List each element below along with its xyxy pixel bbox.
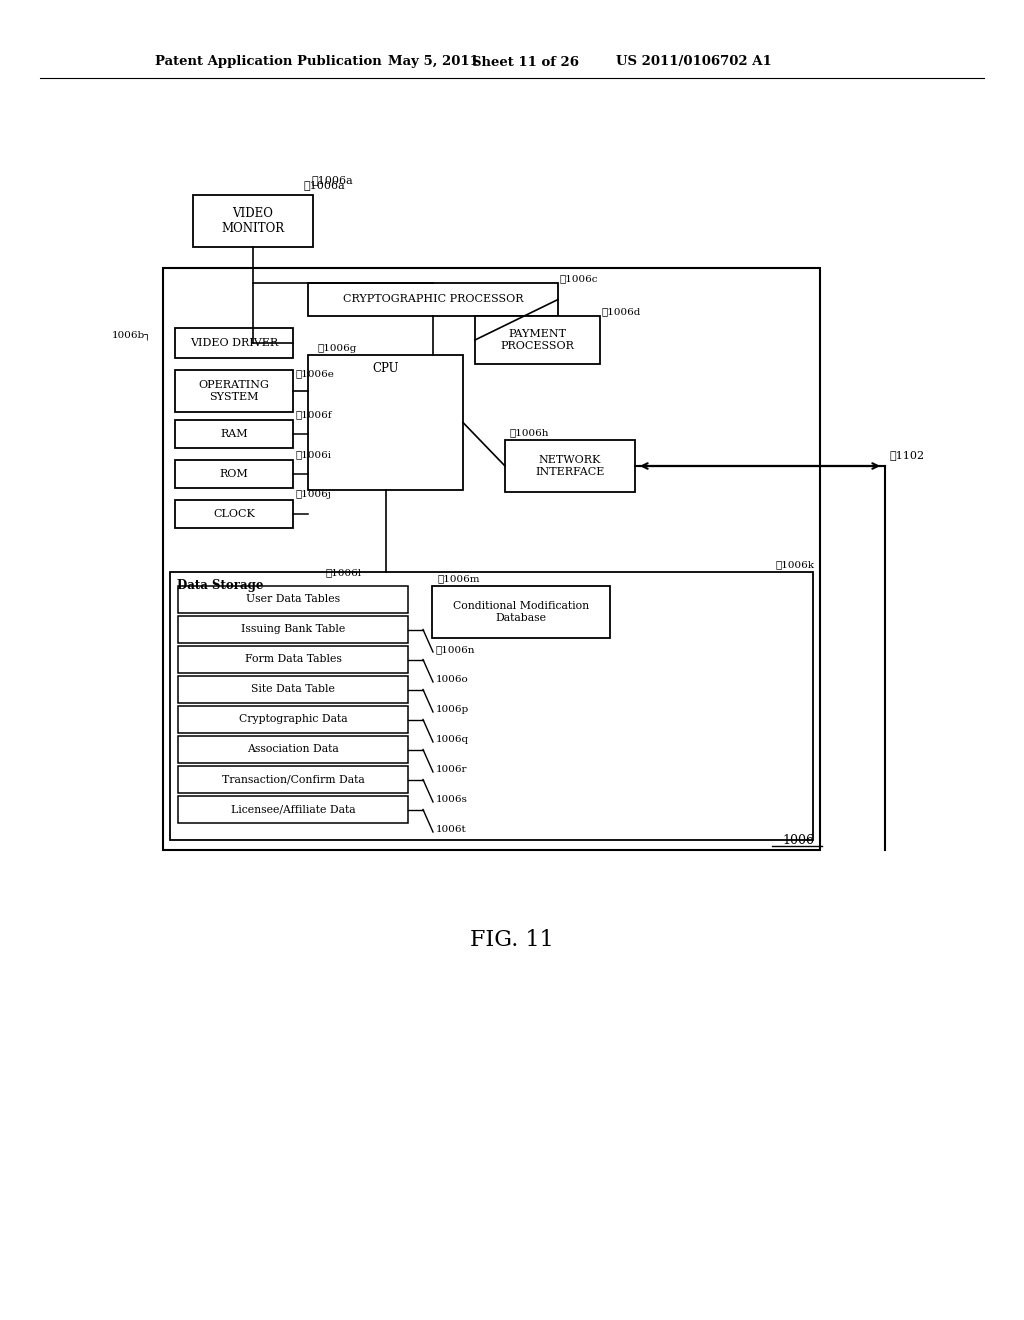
Text: Site Data Table: Site Data Table bbox=[251, 685, 335, 694]
Text: ⌜1006c: ⌜1006c bbox=[560, 275, 598, 282]
Text: NETWORK
INTERFACE: NETWORK INTERFACE bbox=[536, 455, 605, 477]
Text: ⌜1006h: ⌜1006h bbox=[510, 428, 550, 437]
Bar bbox=[308, 282, 558, 315]
Text: ⌜1006a: ⌜1006a bbox=[311, 176, 352, 185]
Text: Data Storage: Data Storage bbox=[177, 578, 263, 591]
Text: ➒1006a: ➒1006a bbox=[303, 180, 345, 190]
Text: ⌜1006k: ⌜1006k bbox=[776, 560, 815, 569]
Text: May 5, 2011: May 5, 2011 bbox=[388, 55, 479, 69]
Bar bbox=[175, 327, 293, 358]
Text: 1006: 1006 bbox=[782, 833, 814, 846]
Text: CRYPTOGRAPHIC PROCESSOR: CRYPTOGRAPHIC PROCESSOR bbox=[343, 294, 523, 305]
Bar bbox=[178, 796, 408, 822]
Text: Cryptographic Data: Cryptographic Data bbox=[239, 714, 347, 725]
Bar bbox=[178, 616, 408, 643]
Bar bbox=[475, 315, 600, 364]
Text: Sheet 11 of 26: Sheet 11 of 26 bbox=[472, 55, 579, 69]
Bar bbox=[178, 737, 408, 763]
Text: 1006b┐: 1006b┐ bbox=[112, 331, 151, 341]
Text: 1006q: 1006q bbox=[436, 735, 469, 744]
Text: 1006o: 1006o bbox=[436, 675, 469, 684]
Text: ⌜1006f: ⌜1006f bbox=[295, 411, 332, 418]
Text: Association Data: Association Data bbox=[247, 744, 339, 755]
Text: US 2011/0106702 A1: US 2011/0106702 A1 bbox=[616, 55, 772, 69]
Bar bbox=[178, 706, 408, 733]
Bar bbox=[193, 195, 313, 247]
Text: VIDEO DRIVER: VIDEO DRIVER bbox=[189, 338, 279, 348]
Text: 1006t: 1006t bbox=[436, 825, 467, 834]
Text: ⌜1006l: ⌜1006l bbox=[325, 568, 361, 577]
Text: ⌜1006g: ⌜1006g bbox=[318, 345, 357, 352]
Text: CPU: CPU bbox=[373, 363, 398, 375]
Text: OPERATING
SYSTEM: OPERATING SYSTEM bbox=[199, 380, 269, 401]
Text: Form Data Tables: Form Data Tables bbox=[245, 655, 341, 664]
Text: Conditional Modification
Database: Conditional Modification Database bbox=[453, 601, 589, 623]
Text: Licensee/Affiliate Data: Licensee/Affiliate Data bbox=[230, 804, 355, 814]
Text: ⌜1006d: ⌜1006d bbox=[602, 308, 641, 315]
Text: PAYMENT
PROCESSOR: PAYMENT PROCESSOR bbox=[501, 329, 574, 351]
Text: Issuing Bank Table: Issuing Bank Table bbox=[241, 624, 345, 635]
Text: ⌜1006n: ⌜1006n bbox=[436, 645, 475, 653]
Bar bbox=[178, 645, 408, 673]
Text: ⌜1006i: ⌜1006i bbox=[295, 450, 331, 459]
Bar bbox=[175, 420, 293, 447]
Text: 1006r: 1006r bbox=[436, 766, 468, 774]
Bar bbox=[175, 500, 293, 528]
Text: 1006p: 1006p bbox=[436, 705, 469, 714]
Bar bbox=[178, 586, 408, 612]
Bar bbox=[178, 766, 408, 793]
Bar bbox=[505, 440, 635, 492]
Text: Transaction/Confirm Data: Transaction/Confirm Data bbox=[221, 775, 365, 784]
Text: CLOCK: CLOCK bbox=[213, 510, 255, 519]
Text: VIDEO
MONITOR: VIDEO MONITOR bbox=[221, 207, 285, 235]
Bar bbox=[175, 459, 293, 488]
Text: 1006s: 1006s bbox=[436, 795, 468, 804]
Bar bbox=[308, 355, 463, 490]
Bar bbox=[178, 676, 408, 704]
Text: ROM: ROM bbox=[219, 469, 249, 479]
Text: User Data Tables: User Data Tables bbox=[246, 594, 340, 605]
Text: ⌜1006m: ⌜1006m bbox=[437, 574, 479, 583]
Text: ⌜1006j: ⌜1006j bbox=[295, 490, 331, 499]
Bar bbox=[170, 572, 813, 840]
Text: ⌜1006e: ⌜1006e bbox=[295, 370, 334, 378]
Bar bbox=[175, 370, 293, 412]
Text: Patent Application Publication: Patent Application Publication bbox=[155, 55, 382, 69]
Bar bbox=[432, 586, 610, 638]
Bar bbox=[163, 268, 820, 850]
Text: FIG. 11: FIG. 11 bbox=[470, 929, 554, 950]
Text: ⌜1102: ⌜1102 bbox=[890, 450, 925, 459]
Text: RAM: RAM bbox=[220, 429, 248, 440]
